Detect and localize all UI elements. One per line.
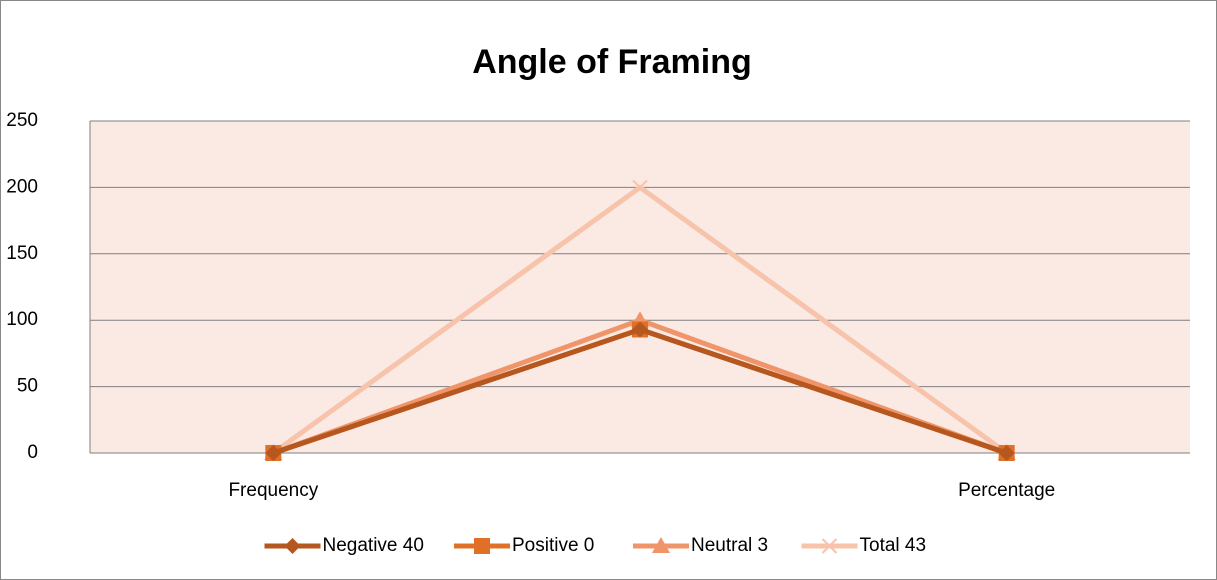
series-marker — [632, 321, 648, 338]
legend-marker — [474, 538, 490, 554]
chart-title: Angle of Framing — [472, 43, 752, 81]
y-tick-label: 150 — [6, 243, 38, 264]
legend-label: Neutral 3 — [691, 535, 768, 556]
series-marker — [632, 179, 648, 196]
plot-area — [90, 121, 1190, 453]
legend-marker — [284, 538, 301, 554]
x-tick-label: Percentage — [958, 480, 1055, 501]
y-tick-label: 200 — [6, 176, 38, 197]
y-tick-label: 250 — [6, 110, 38, 131]
legend-label: Negative 40 — [323, 535, 424, 556]
y-tick-label: 100 — [6, 309, 38, 330]
legend-marker — [821, 538, 838, 554]
legend-marker — [652, 537, 670, 553]
y-tick-label: 0 — [27, 442, 38, 463]
legend-label: Total 43 — [860, 535, 927, 556]
x-tick-label: Frequency — [228, 480, 318, 501]
series-marker — [998, 445, 1015, 461]
y-tick-label: 50 — [17, 376, 38, 397]
legend-label: Positive 0 — [512, 535, 594, 556]
series-marker — [265, 445, 282, 461]
